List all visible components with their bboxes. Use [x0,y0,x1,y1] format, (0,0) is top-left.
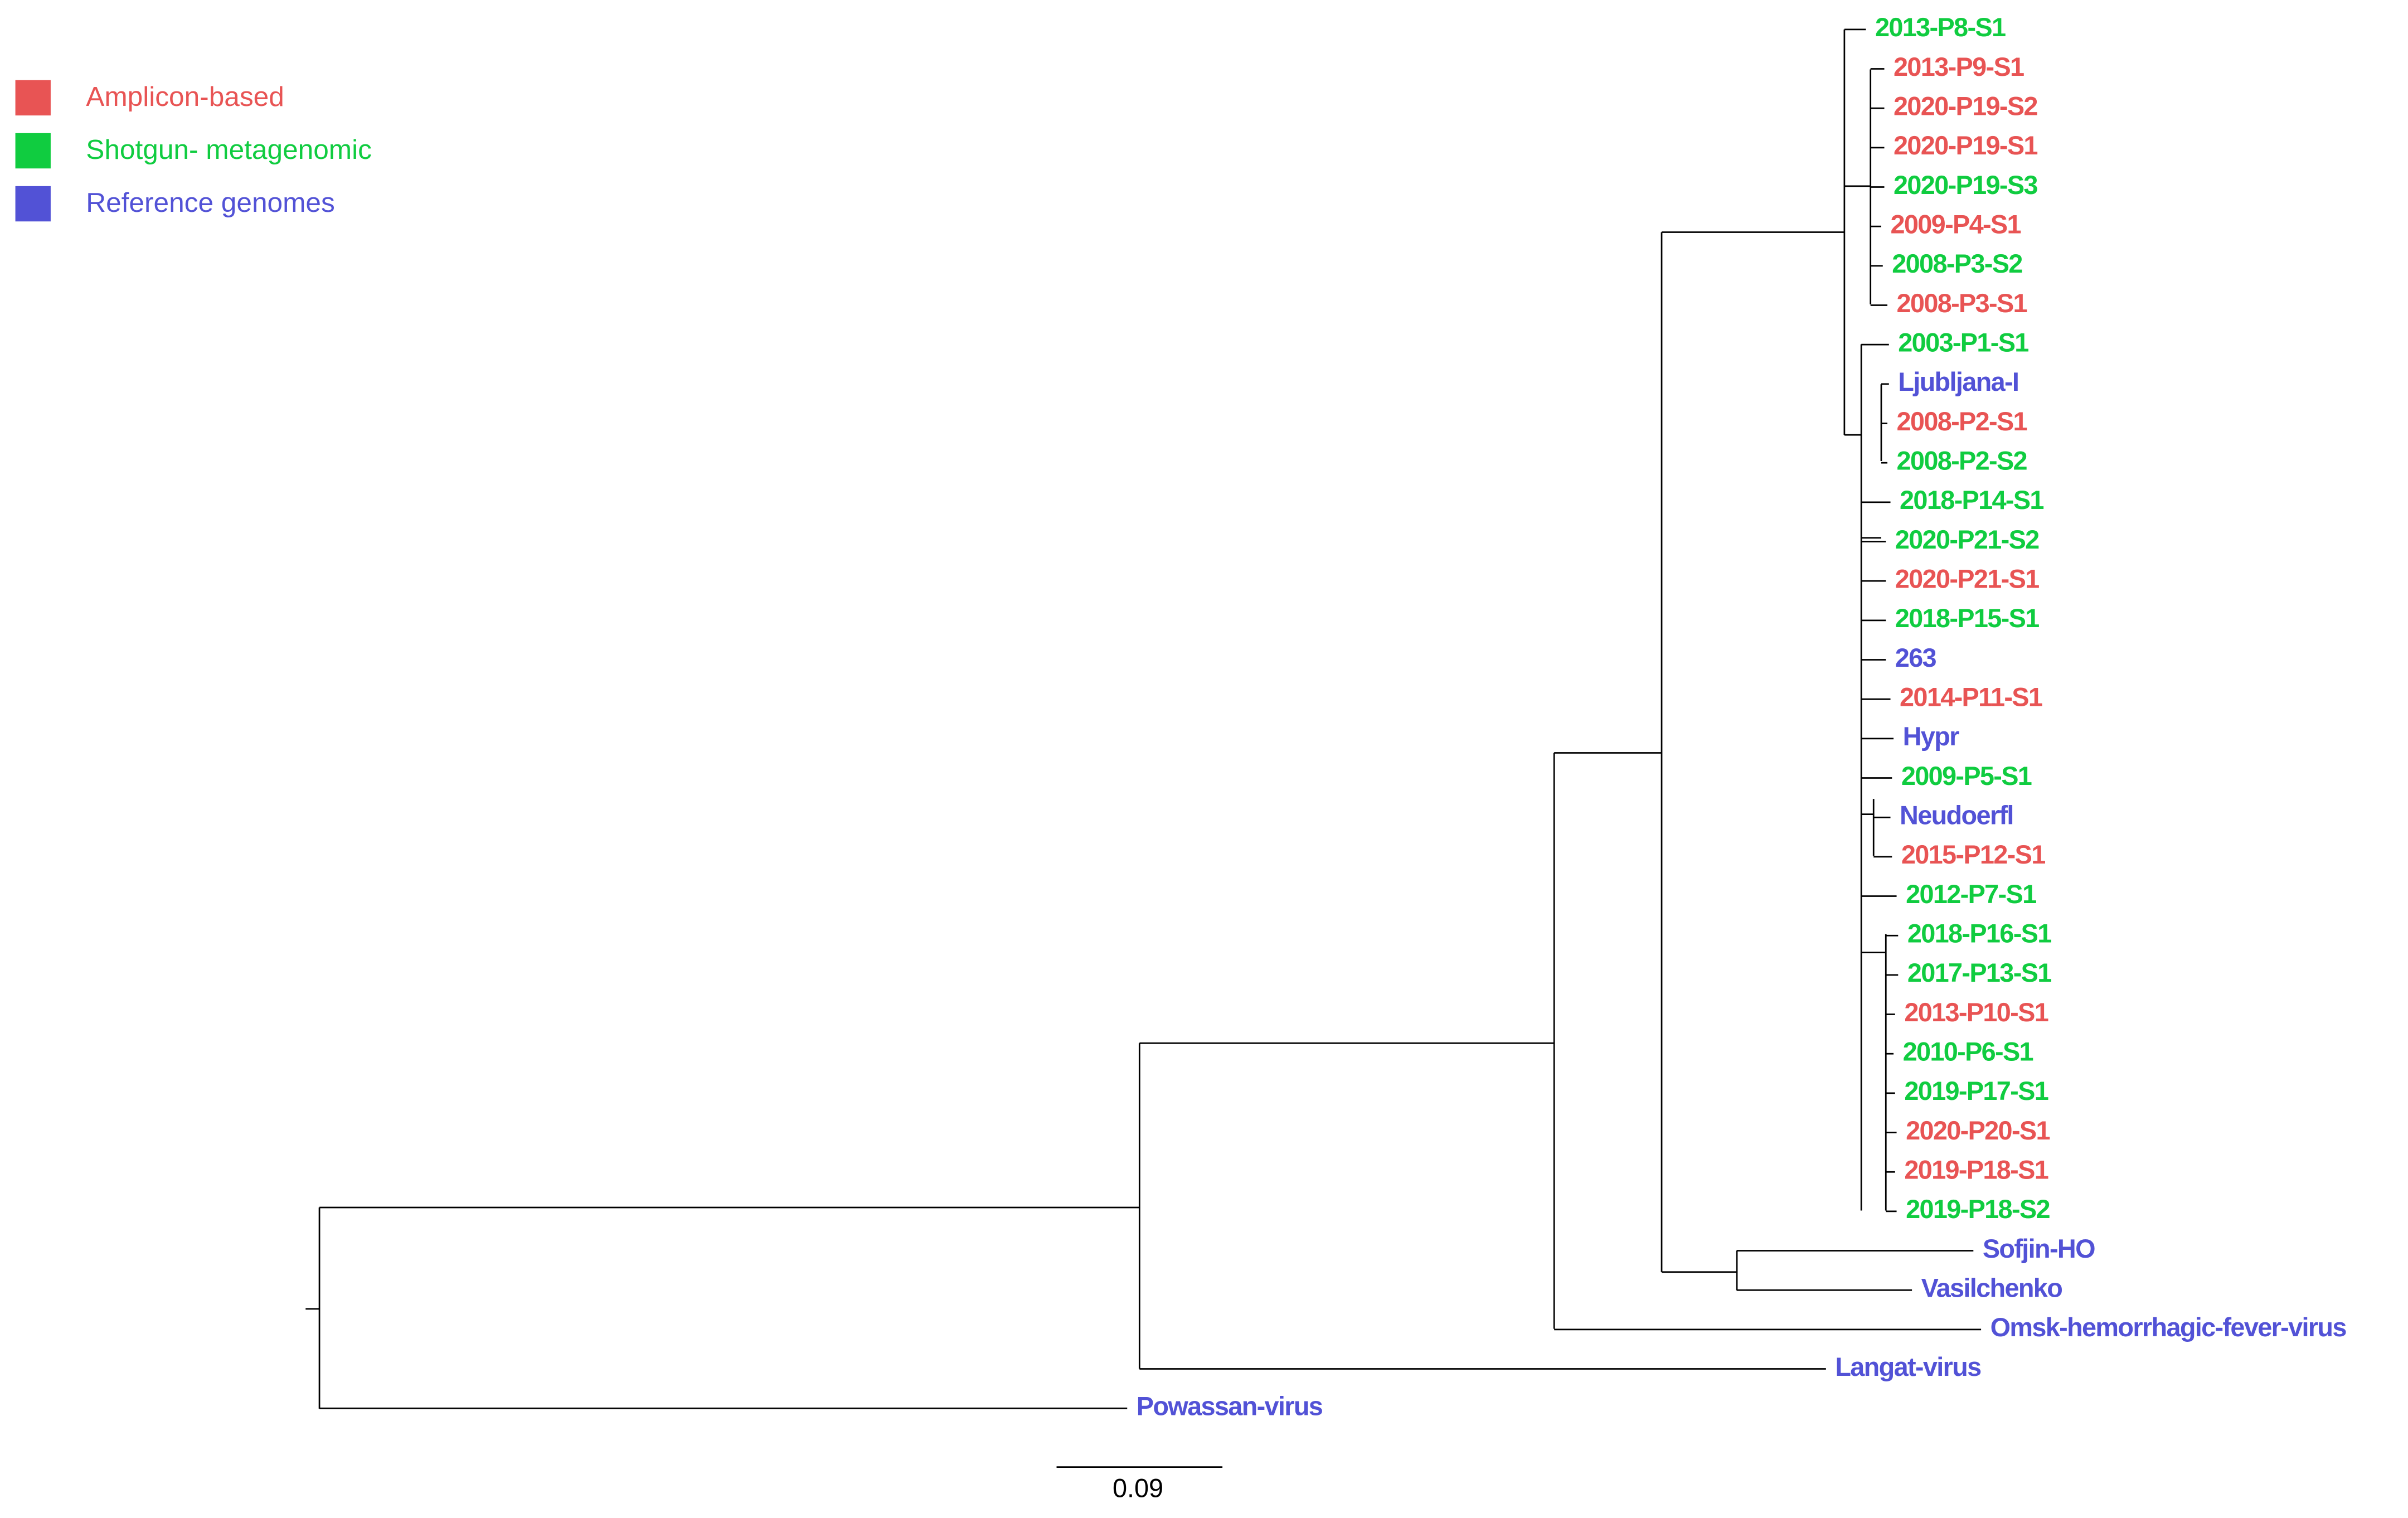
leaf-label: 2020-P19-S1 [1894,131,2037,160]
leaf-label: Neudoerfl [1900,801,2013,830]
legend-swatch [15,186,51,222]
leaf-label: 2012-P7-S1 [1906,880,2036,909]
leaf-label: 2003-P1-S1 [1898,328,2028,357]
leaf-label: 2018-P16-S1 [1907,919,2051,948]
leaf-label: 2009-P5-S1 [1901,762,2032,790]
leaf-label: 2020-P19-S2 [1894,92,2037,121]
leaf-label: 2020-P21-S2 [1895,525,2039,554]
leaf-label: 2009-P4-S1 [1891,210,2021,239]
legend-label: Shotgun- metagenomic [86,134,372,165]
leaf-label: 2013-P9-S1 [1894,52,2024,81]
leaf-label: 2013-P10-S1 [1904,998,2048,1027]
leaf-label: Langat-virus [1835,1352,1981,1381]
leaf-label: 2020-P21-S1 [1895,565,2039,594]
leaf-label: 2019-P18-S1 [1904,1156,2048,1185]
leaf-label: 2018-P14-S1 [1900,486,2043,515]
leaf-label: 2008-P3-S2 [1892,249,2022,278]
legend-swatch [15,80,51,116]
leaf-label: 2017-P13-S1 [1907,958,2051,987]
leaf-label: 2008-P2-S1 [1897,407,2027,436]
legend-label: Reference genomes [86,187,334,218]
leaf-label: 2015-P12-S1 [1901,840,2045,869]
leaf-label: Hypr [1903,722,1960,751]
leaf-label: 2010-P6-S1 [1903,1037,2033,1066]
leaf-label: 263 [1895,643,1936,672]
leaf-label: Ljubljana-I [1898,367,2018,396]
leaf-label: Sofjin-HO [1983,1234,2095,1263]
leaf-label: 2020-P20-S1 [1906,1116,2050,1145]
leaf-label: 2013-P8-S1 [1875,13,2006,42]
leaf-label: 2018-P15-S1 [1895,604,2039,633]
leaf-label: Omsk-hemorrhagic-fever-virus [1991,1313,2347,1342]
leaf-label: 2020-P19-S3 [1894,171,2037,200]
leaf-label: 2008-P2-S2 [1897,447,2027,476]
leaf-label: 2019-P18-S2 [1906,1195,2050,1224]
legend-label: Amplicon-based [86,81,284,112]
legend-swatch [15,133,51,169]
leaf-label: Vasilchenko [1921,1274,2062,1303]
leaf-label: Powassan-virus [1137,1392,1323,1421]
leaf-label: 2008-P3-S1 [1897,289,2027,318]
scale-bar-label: 0.09 [1113,1473,1163,1502]
leaf-label: 2019-P17-S1 [1904,1076,2048,1105]
leaf-label: 2014-P11-S1 [1900,683,2042,712]
